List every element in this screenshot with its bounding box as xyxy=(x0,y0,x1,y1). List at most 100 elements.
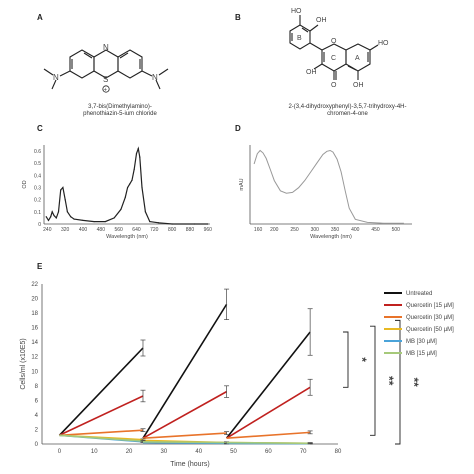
significance-marker: * xyxy=(355,357,369,362)
y-tick-label: 0 xyxy=(38,222,41,228)
spectrum-point xyxy=(50,216,52,218)
x-tick-label: 880 xyxy=(186,227,195,233)
significance-marker: ** xyxy=(382,376,396,386)
spectrum-point xyxy=(70,216,72,218)
y-tick-label: 0.3 xyxy=(34,186,41,192)
y-tick-label: 0.2 xyxy=(34,198,41,204)
atom-o-ring: O xyxy=(331,38,337,45)
caption-b-line1: 2-(3,4-dihydroxyphenyl)-3,5,7-trihydroxy… xyxy=(288,104,407,110)
ring-label-b: B xyxy=(297,35,302,42)
ring-label-a: A xyxy=(355,55,360,62)
x-tick-label: 500 xyxy=(392,227,401,233)
caption-a-line2: phenothiazin-5-ium chloride xyxy=(83,111,157,117)
series-line-3 xyxy=(142,439,227,444)
series-line-5 xyxy=(226,441,311,445)
y-tick-label: 0.1 xyxy=(34,210,41,216)
series-line-4 xyxy=(59,434,144,443)
x-tick-label: 240 xyxy=(43,227,52,233)
atom-oh-c5: OH xyxy=(353,82,364,89)
series-line-5 xyxy=(142,441,227,444)
atom-oh-c7: HO xyxy=(378,40,389,47)
spectrum-point xyxy=(131,179,133,181)
y-axis-label: Cells/ml (x10E5) xyxy=(20,338,27,389)
y-tick-label: 0 xyxy=(35,442,39,448)
y-tick-label: 14 xyxy=(31,340,38,346)
spectrum-point xyxy=(57,211,60,213)
y-tick-label: 8 xyxy=(35,384,39,390)
spectrum-line xyxy=(253,149,404,224)
x-tick-label: 20 xyxy=(126,449,133,455)
spectrum-point xyxy=(66,211,68,213)
x-tick-label: 350 xyxy=(331,227,340,233)
spectrum-point xyxy=(133,168,135,170)
spectrum-point xyxy=(129,183,131,185)
series-line-2 xyxy=(59,429,144,437)
panel-b-letter: B xyxy=(235,13,241,22)
spectrum-point xyxy=(158,222,160,224)
caption-b-line2: chromen-4-one xyxy=(327,111,368,117)
atom-o-keto: O xyxy=(331,82,337,89)
atom-oh-c3: OH xyxy=(306,69,317,76)
series-line-4 xyxy=(142,441,227,445)
x-axis-label: Wavelength (nm) xyxy=(106,234,148,240)
spectrum-point xyxy=(51,211,53,213)
x-tick-label: 40 xyxy=(195,449,202,455)
panel-a-letter: A xyxy=(37,13,43,22)
caption-a-line1: 3,7-bis(Dimethylamino)- xyxy=(88,104,152,110)
x-tick-label: 400 xyxy=(79,227,88,233)
y-tick-label: 6 xyxy=(35,398,39,404)
ring-label-c: C xyxy=(331,55,336,62)
spectrum-point xyxy=(120,208,122,211)
series-line-3 xyxy=(226,441,311,445)
x-tick-label: 400 xyxy=(351,227,360,233)
x-tick-label: 200 xyxy=(270,227,279,233)
x-tick-label: 250 xyxy=(290,227,299,233)
atom-charge: + xyxy=(104,88,108,94)
atom-oh-top-right: OH xyxy=(316,17,327,24)
spectrum-point xyxy=(141,186,143,189)
x-tick-label: 60 xyxy=(265,449,272,455)
spectrum-point xyxy=(149,220,151,223)
methylene-blue-caption: 3,7-bis(Dimethylamino)- phenothiazin-5-i… xyxy=(40,104,200,118)
panel-e-letter: E xyxy=(37,262,43,271)
x-tick-label: 80 xyxy=(335,449,342,455)
y-tick-label: 20 xyxy=(31,297,38,303)
significance-bracket xyxy=(343,331,349,388)
legend-label: Quercetin [30 µM] xyxy=(406,315,454,321)
series-line-0 xyxy=(58,347,144,436)
x-tick-label: 560 xyxy=(114,227,123,233)
significance-bracket xyxy=(395,319,401,445)
series-line-1 xyxy=(142,390,227,439)
significance-marker: ** xyxy=(407,378,421,388)
positive-charge-icon xyxy=(102,85,110,93)
spectrum-point xyxy=(53,214,55,217)
panel-d-letter: D xyxy=(235,124,241,133)
x-tick-label: 70 xyxy=(300,449,307,455)
spectrum-point xyxy=(62,186,64,189)
x-tick-label: 320 xyxy=(61,227,70,233)
spectrum-point xyxy=(47,219,50,221)
x-tick-label: 800 xyxy=(168,227,177,233)
spectrum-point xyxy=(126,186,129,189)
y-tick-label: 0.4 xyxy=(34,173,41,179)
y-tick-label: 2 xyxy=(35,427,39,433)
significance-bracket xyxy=(370,325,376,436)
y-tick-label: 0.5 xyxy=(34,161,41,167)
series-line-0 xyxy=(225,331,311,439)
spectrum-point xyxy=(139,156,141,158)
series-line-1 xyxy=(226,386,311,439)
spectrum-point xyxy=(113,217,115,219)
legend-label: Quercetin [15 µM] xyxy=(406,303,454,309)
spectrum-point xyxy=(104,220,106,223)
spectrum-point xyxy=(45,216,47,218)
x-tick-label: 160 xyxy=(254,227,263,233)
legend-label: Untreated xyxy=(406,291,432,297)
x-tick-label: 0 xyxy=(58,449,62,455)
spectrum-point xyxy=(93,220,95,223)
series-line-3 xyxy=(59,434,144,441)
spectrum-point xyxy=(64,199,66,201)
spectrum-point xyxy=(171,223,173,225)
y-tick-label: 0.6 xyxy=(34,149,41,155)
y-axis-label: mAU xyxy=(239,178,245,190)
